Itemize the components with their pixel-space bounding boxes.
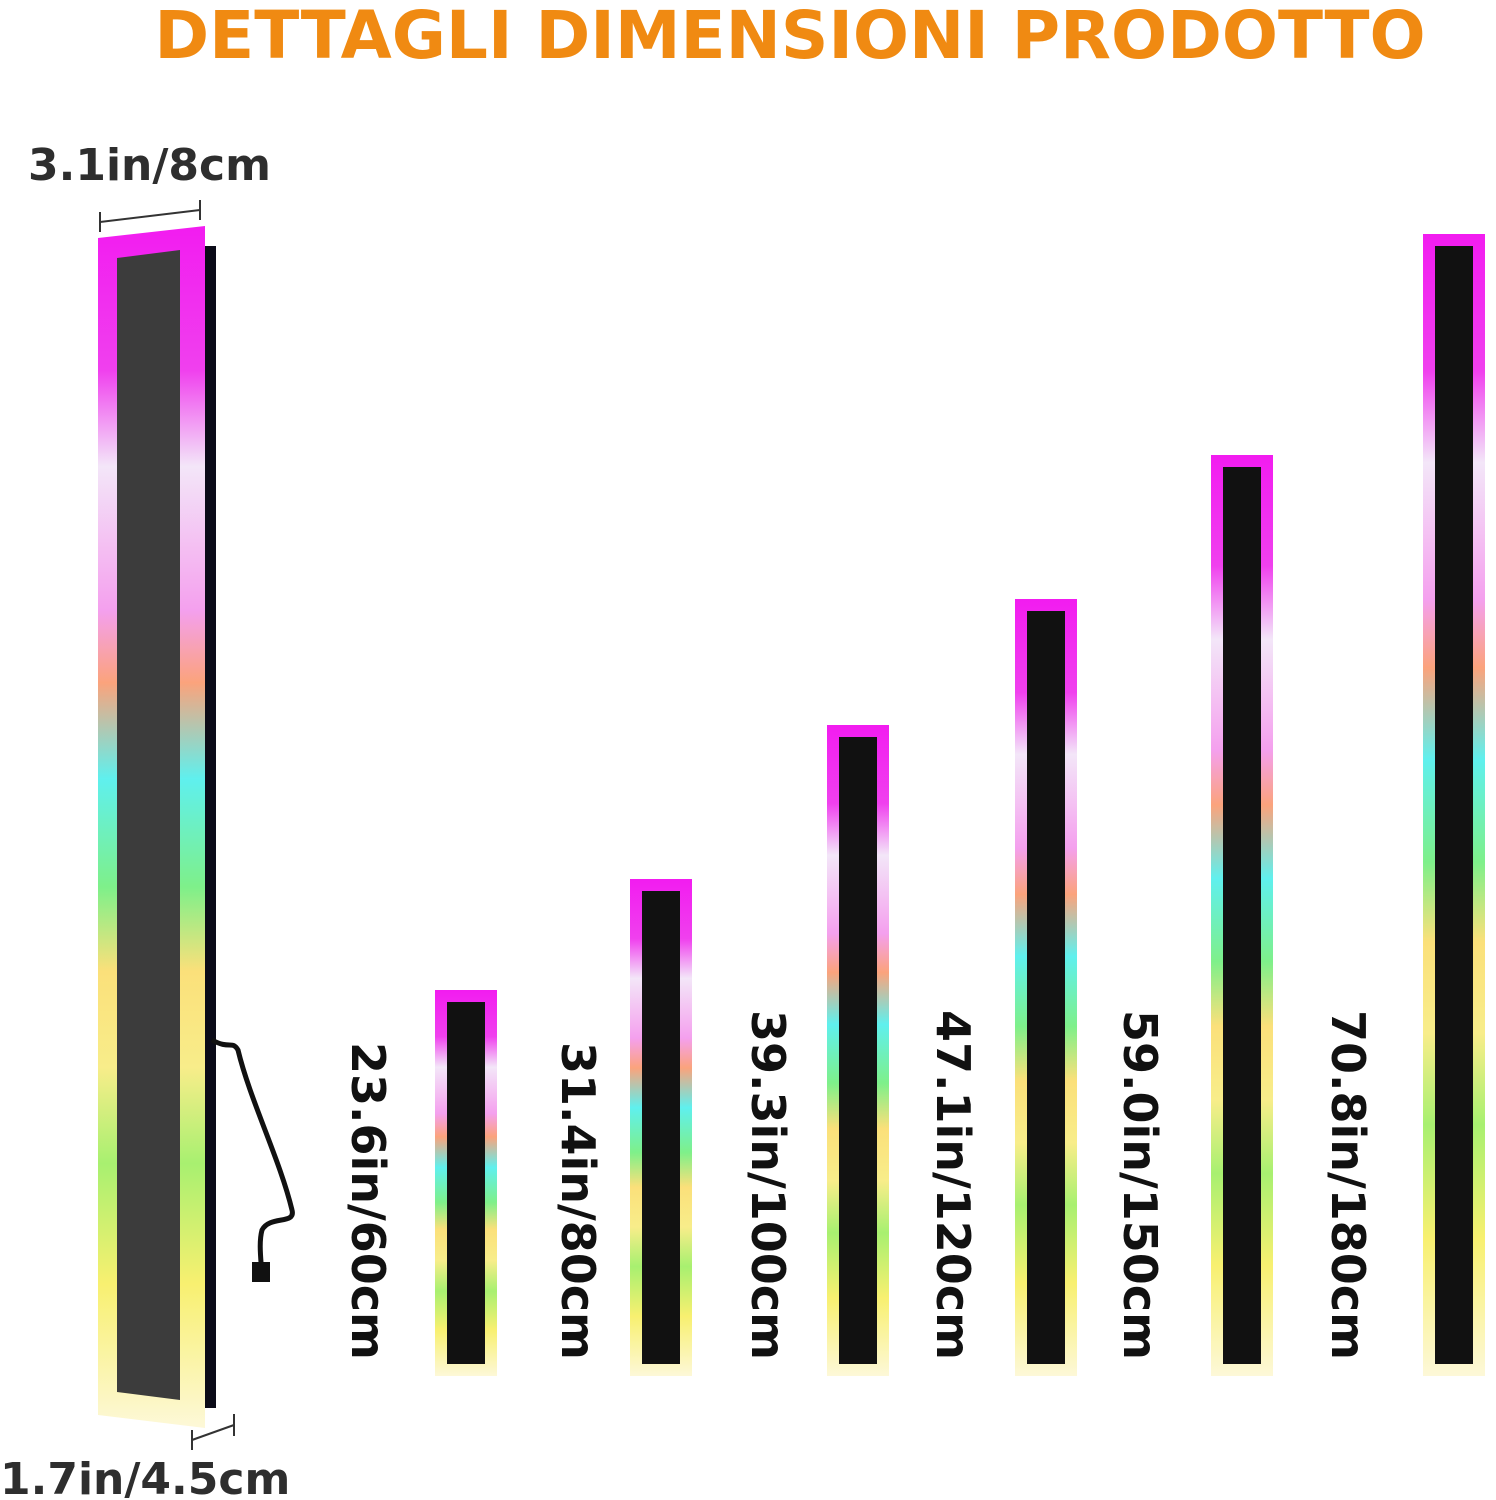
plug [252,1262,270,1282]
cable [210,1037,295,1281]
bar-body [1027,611,1065,1364]
bar-body [642,891,680,1364]
width-label: 3.1in/8cm [28,140,271,191]
size-label: 70.8in/180cm [1321,1010,1375,1360]
size-label: 47.1in/120cm [926,1010,980,1360]
depth-label: 1.7in/4.5cm [0,1454,290,1500]
title: DETTAGLI DIMENSIONI PRODOTTO [154,0,1425,74]
large-bar [98,226,295,1428]
size-label: 31.4in/80cm [551,1042,605,1360]
size-label: 23.6in/60cm [341,1042,395,1360]
size-label: 39.3in/100cm [741,1010,795,1360]
bar-body [839,737,877,1364]
bar-body [447,1002,485,1364]
bar-body [117,250,180,1400]
dim-line [191,1424,235,1441]
bar-body [1435,246,1473,1364]
bar-side [205,246,216,1408]
dim-line [99,209,201,223]
bar-body [1223,467,1261,1364]
size-label: 59.0in/150cm [1113,1010,1167,1360]
